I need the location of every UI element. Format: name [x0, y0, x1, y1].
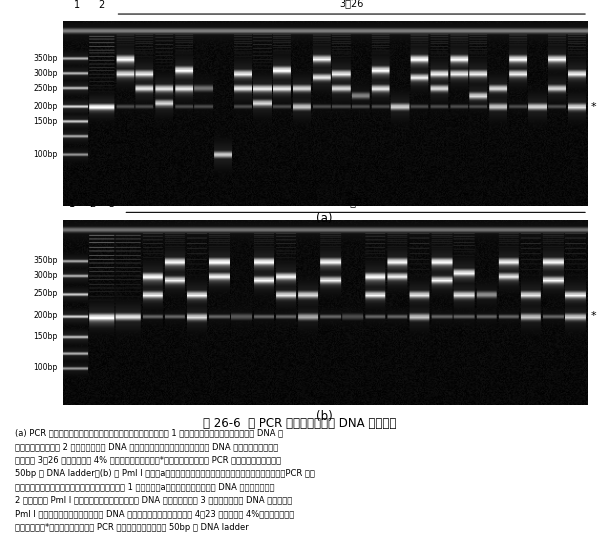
Text: 100bp: 100bp: [34, 363, 58, 372]
Text: *: *: [590, 101, 596, 111]
Text: 1: 1: [70, 199, 76, 209]
Text: 100bp: 100bp: [34, 150, 58, 159]
Text: *: *: [590, 311, 596, 321]
Text: 2: 2: [89, 199, 95, 209]
Text: 350bp: 350bp: [34, 54, 58, 63]
Text: 3～26: 3～26: [340, 0, 364, 9]
Text: 1: 1: [74, 1, 80, 10]
Text: 进行电泳，（*）显示了载体的预计 PCR 产物的大小，使用的是 50bp 的 DNA ladder: 进行电泳，（*）显示了载体的预计 PCR 产物的大小，使用的是 50bp 的 D…: [15, 523, 249, 532]
Text: (a) PCR 的引物是载体克隆位点的侧翁序列；空载体为模板（第 1 泳道）；载体与消化的人类基因组 DNA 连: (a) PCR 的引物是载体克隆位点的侧翁序列；空载体为模板（第 1 泳道）；载…: [15, 429, 283, 438]
Text: 制备（第 3～26 泳道），进行 4% 的琥脂糖凝胶电泳，（*）显示了载体的预计 PCR 产物的大小，使用的是: 制备（第 3～26 泳道），进行 4% 的琥脂糖凝胶电泳，（*）显示了载体的预计…: [15, 456, 281, 465]
Text: 200bp: 200bp: [34, 102, 58, 111]
Text: 物是载体克隆位点的侧翁序列；空载体为模板（第 1 泳道）；（a）中所示的人类基因组 DNA 文库为模板（第: 物是载体克隆位点的侧翁序列；空载体为模板（第 1 泳道）；（a）中所示的人类基因…: [15, 482, 275, 492]
Text: (b): (b): [316, 410, 332, 423]
Text: 4～23: 4～23: [345, 197, 369, 207]
Text: 2: 2: [98, 1, 104, 10]
Text: 接，产物为模板（第 2 泳道）；少量的 DNA 为模板，由载体与消化的人类基因组 DNA 连接的单个细菌克隆: 接，产物为模板（第 2 泳道）；少量的 DNA 为模板，由载体与消化的人类基因组…: [15, 442, 278, 451]
Text: 2 泳道）；经 Pml Ⅰ 酶切而且再扩增的人类基因组 DNA 文库为模板（第 3 泳道）；以少量 DNA 为模板，由: 2 泳道）；经 Pml Ⅰ 酶切而且再扩增的人类基因组 DNA 文库为模板（第 …: [15, 496, 292, 505]
Text: 图 26-6  用 PCR 分析人类基因组 DNA 片段文库: 图 26-6 用 PCR 分析人类基因组 DNA 片段文库: [203, 417, 397, 430]
Text: Pml Ⅰ 酶切而且再扩增的人类基因组 DNA 文库的单个细菌克隆制备（第 4～23 泳道），在 4%的琥脂糖凝胶上: Pml Ⅰ 酶切而且再扩增的人类基因组 DNA 文库的单个细菌克隆制备（第 4～…: [15, 509, 294, 518]
Text: 50bp 的 DNA ladder，(b) 用 Pml Ⅰ 消化（a）中所描述的人类基因组文库后，在细菌中重新扩增，PCR 的引: 50bp 的 DNA ladder，(b) 用 Pml Ⅰ 消化（a）中所描述的…: [15, 469, 315, 478]
Text: 3: 3: [108, 199, 115, 209]
Text: 150bp: 150bp: [34, 117, 58, 126]
Text: 300bp: 300bp: [34, 69, 58, 78]
Text: 250bp: 250bp: [34, 84, 58, 93]
Text: (a): (a): [316, 212, 332, 225]
Text: 150bp: 150bp: [34, 332, 58, 341]
Text: 350bp: 350bp: [34, 256, 58, 265]
Text: 250bp: 250bp: [34, 289, 58, 298]
Text: 300bp: 300bp: [34, 271, 58, 280]
Text: 200bp: 200bp: [34, 311, 58, 321]
